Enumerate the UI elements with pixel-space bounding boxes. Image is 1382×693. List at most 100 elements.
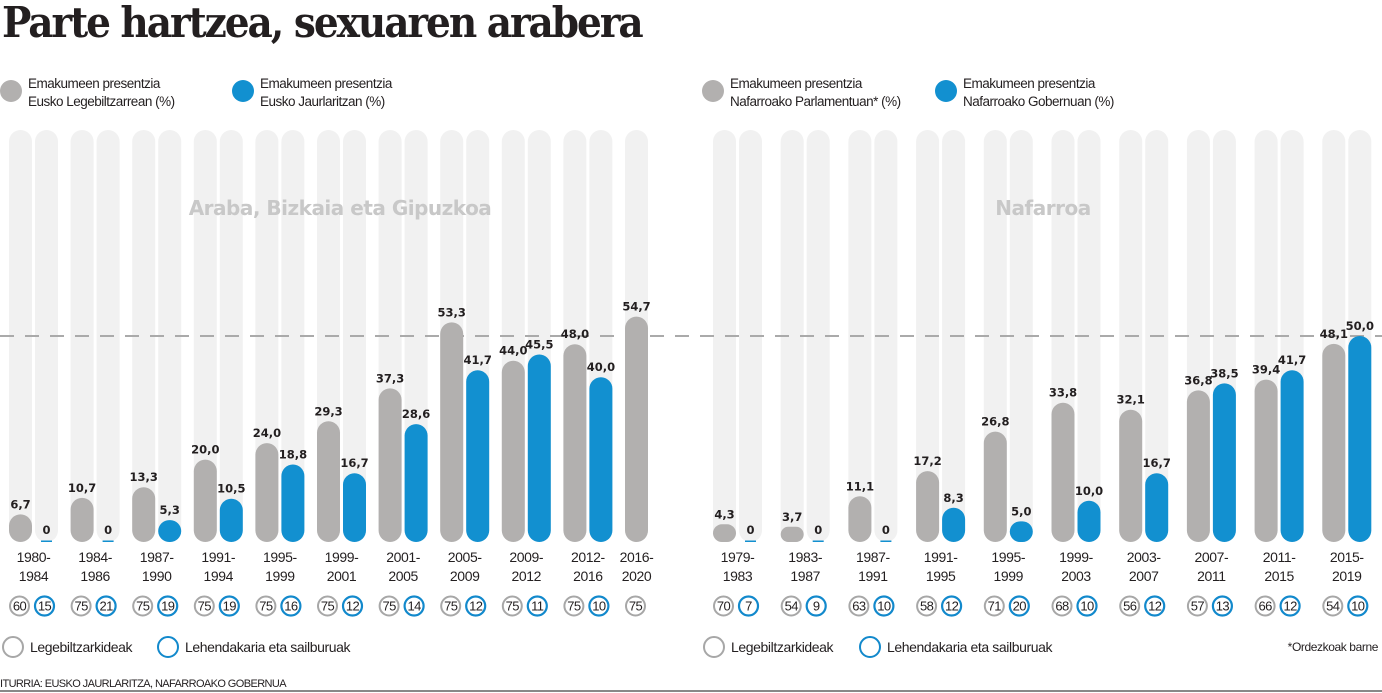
government-count: 12: [469, 599, 483, 614]
legend-line1: Emakumeen presentzia: [730, 76, 862, 91]
bar-label-government: 45,5: [525, 338, 553, 352]
bar-parliament: [563, 344, 587, 542]
bar-government: [589, 377, 613, 542]
bar-label-government: 0: [104, 523, 112, 537]
bar-track: [713, 130, 736, 542]
members-count-ring: [1254, 595, 1276, 617]
members-count-ring: [625, 595, 646, 617]
blue-ring-icon: [859, 636, 881, 658]
gray-ring-icon: [703, 636, 725, 658]
legend-line1: Emakumeen presentzia: [28, 76, 160, 91]
bottom-legend-government-right: Lehendakaria eta sailburuak: [859, 636, 1053, 658]
bar-label-parliament: 32,1: [1117, 393, 1145, 407]
period-label: 2015: [1264, 568, 1294, 584]
bar-label-government: 8,3: [943, 491, 963, 505]
bar-government: [404, 424, 428, 542]
bar-label-parliament: 54,7: [622, 300, 650, 314]
government-count-ring: [1279, 595, 1301, 617]
period-label: 1987-: [140, 549, 175, 565]
government-count: 12: [945, 599, 959, 614]
period-label: 2016: [573, 568, 603, 584]
government-count: 19: [161, 599, 175, 614]
bar-government-zero: [102, 540, 114, 542]
bar-parliament: [1254, 379, 1278, 542]
government-count: 10: [877, 599, 891, 614]
members-count-ring: [132, 595, 154, 617]
members-count: 75: [259, 599, 273, 614]
members-count: 54: [1326, 599, 1340, 614]
members-count-ring: [563, 595, 585, 617]
period-label: 2003-: [1127, 549, 1162, 565]
period-label: 2011: [1197, 568, 1226, 584]
bar-label-parliament: 3,7: [782, 510, 802, 524]
period-label: 1986: [80, 568, 110, 584]
legend-line2: Nafarroako Gobernuan (%): [963, 94, 1114, 109]
members-count: 54: [785, 599, 799, 614]
government-count: 21: [99, 599, 113, 614]
government-count-ring: [940, 595, 963, 617]
government-count: 15: [38, 599, 52, 614]
period-label: 1994: [204, 568, 234, 584]
government-count-ring: [341, 595, 364, 617]
members-count-ring: [1051, 595, 1073, 617]
government-count: 7: [745, 599, 752, 614]
government-count: 12: [346, 599, 360, 614]
period-label: 1995-: [991, 549, 1026, 565]
members-count: 71: [988, 599, 1002, 614]
bar-label-parliament: 53,3: [438, 305, 466, 319]
bottom-legend-label: Legebiltzarkideak: [30, 639, 133, 655]
bar-parliament: [625, 316, 648, 542]
members-count: 75: [382, 599, 396, 614]
period-label: 2012: [512, 568, 542, 584]
bar-government-zero: [812, 540, 824, 542]
members-count: 75: [629, 599, 643, 614]
members-count: 75: [321, 599, 335, 614]
bar-parliament: [378, 388, 402, 542]
period-label: 2007-: [1194, 549, 1229, 565]
legend-line1: Emakumeen presentzia: [963, 76, 1095, 91]
members-count: 66: [1258, 599, 1272, 614]
bar-government-zero: [745, 540, 756, 542]
government-count-ring: [403, 595, 425, 617]
gray-ring-icon: [2, 636, 24, 658]
period-label: 2016-: [620, 549, 655, 565]
period-label: 1991-: [924, 549, 959, 565]
bar-label-government: 10,0: [1075, 484, 1103, 498]
bar-label-government: 0: [746, 523, 754, 537]
bar-label-government: 5,3: [160, 503, 180, 517]
members-count: 75: [198, 599, 212, 614]
blue-dot-icon: [935, 80, 957, 102]
bottom-legend-members-left: Legebiltzarkideak: [2, 636, 133, 658]
bar-government: [466, 370, 490, 542]
members-count: 58: [920, 599, 934, 614]
members-count-ring: [916, 595, 938, 617]
bar-parliament: [1051, 402, 1075, 542]
bar-label-government: 38,5: [1210, 366, 1238, 380]
government-count: 20: [1013, 599, 1027, 614]
bar-government: [1145, 473, 1169, 542]
period-label: 1995-: [263, 549, 298, 565]
members-count-ring: [1322, 595, 1344, 617]
region-label: Araba, Bizkaia eta Gipuzkoa: [189, 196, 492, 220]
period-label: 2001-: [386, 549, 421, 565]
bar-label-parliament: 10,7: [68, 481, 96, 495]
period-label: 1983: [723, 568, 753, 584]
bar-label-government: 40,0: [587, 360, 615, 374]
bar-label-government: 0: [882, 523, 890, 537]
bar-label-government: 10,5: [217, 482, 245, 496]
bar-government: [343, 473, 366, 542]
bar-label-parliament: 37,3: [376, 371, 404, 385]
government-count-ring: [1347, 595, 1369, 617]
bar-track: [806, 130, 830, 542]
bar-label-government: 18,8: [279, 448, 307, 462]
members-count-ring: [1119, 595, 1141, 617]
period-label: 2020: [622, 568, 652, 584]
government-count-ring: [218, 595, 240, 617]
bar-government: [1212, 383, 1236, 542]
bottom-legend-members-right: Legebiltzarkideak: [703, 636, 834, 658]
bar-parliament: [780, 526, 804, 542]
bar-government: [158, 520, 182, 542]
bottom-legend-label: Lehendakaria eta sailburuak: [887, 639, 1053, 655]
source-credit: ITURRIA: EUSKO JAURLARITZA, NAFARROAKO G…: [0, 678, 287, 690]
government-count: 10: [1080, 599, 1094, 614]
